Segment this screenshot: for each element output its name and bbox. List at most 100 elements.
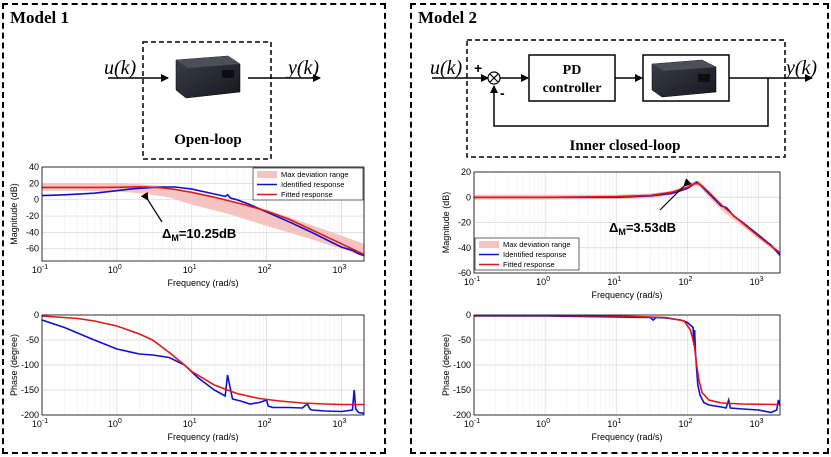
delta-subscript: M <box>171 233 179 243</box>
x-tick-label: 10-1 <box>32 418 48 429</box>
model-1-deviation-annotation: ΔM=10.25dB <box>140 191 236 243</box>
annotation-arrow <box>659 178 692 211</box>
y-tick-label: -200 <box>453 410 471 420</box>
model-1-panel: Model 1 <box>2 3 386 454</box>
annotation-arrow <box>140 191 163 223</box>
plot-frame <box>41 166 365 262</box>
x-tick-label: 101 <box>183 418 197 429</box>
deviation-value: =10.25dB <box>179 226 236 241</box>
legend-swatch-band <box>257 171 277 178</box>
y-tick-label: -50 <box>26 335 39 345</box>
y-tick-label: -150 <box>453 385 471 395</box>
plus-sign: + <box>474 60 482 76</box>
y-axis-label: Phase (degree) <box>441 334 451 396</box>
x-tick-label: 101 <box>607 276 621 287</box>
legend-label: Max deviation range <box>281 170 349 179</box>
max-deviation-band <box>42 183 364 257</box>
x-tick-label: 102 <box>258 418 272 429</box>
delta-symbol: Δ <box>162 226 171 241</box>
annotation-text: ΔM=3.53dB <box>609 220 676 237</box>
inner-closed-loop-caption: Inner closed-loop <box>570 138 681 154</box>
input-signal-label: u(k) <box>104 57 137 79</box>
y-axis-label: Phase (degree) <box>9 334 19 396</box>
legend-label: Identified response <box>281 180 344 189</box>
y-tick-label: 0 <box>34 310 39 320</box>
device-image <box>651 59 717 98</box>
x-axis-label: Frequency (rad/s) <box>591 432 662 442</box>
x-tick-label: 10-1 <box>464 276 480 287</box>
y-axis-label: Magnitude (dB) <box>441 192 451 254</box>
legend-label: Fitted response <box>503 260 555 269</box>
fitted-response-line <box>42 185 364 256</box>
y-tick-label: -40 <box>458 243 471 253</box>
model-1-magnitude-chart: 40 20 0 -20 -40 -60 10-1 100 101 102 103 Frequency … <box>9 162 365 288</box>
delta-subscript: M <box>618 227 626 237</box>
device-image <box>175 55 241 99</box>
y-tick-label: 0 <box>466 192 471 202</box>
panel-title: Model 1 <box>10 8 70 27</box>
y-tick-label: -60 <box>458 268 471 278</box>
deviation-value: =3.53dB <box>626 220 676 235</box>
model-2-deviation-annotation: ΔM=3.53dB <box>609 178 692 237</box>
legend-label: Fitted response <box>281 190 333 199</box>
inner-loop-box <box>466 39 786 158</box>
x-tick-label: 10-1 <box>32 264 48 275</box>
delta-symbol: Δ <box>609 220 618 235</box>
x-tick-label: 102 <box>678 276 692 287</box>
open-loop-caption: Open-loop <box>174 132 242 148</box>
open-loop-box <box>142 41 272 160</box>
input-signal-label: u(k) <box>430 57 463 79</box>
x-tick-label: 103 <box>750 418 764 429</box>
y-tick-label: 20 <box>29 178 39 188</box>
x-tick-label: 100 <box>536 276 550 287</box>
y-tick-label: -50 <box>458 335 471 345</box>
annotation-text: ΔM=10.25dB <box>162 226 236 243</box>
y-tick-label: -150 <box>21 385 39 395</box>
y-axis-label: Magnitude (dB) <box>9 183 19 245</box>
minus-sign: - <box>500 85 505 101</box>
x-tick-label: 103 <box>750 276 764 287</box>
x-tick-label: 101 <box>607 418 621 429</box>
x-tick-label: 102 <box>258 264 272 275</box>
legend-label: Identified response <box>503 250 566 259</box>
x-tick-label: 101 <box>183 264 197 275</box>
fitted-response-line <box>474 315 780 406</box>
pd-label: PD <box>563 63 582 78</box>
x-tick-label: 103 <box>333 418 347 429</box>
x-tick-label: 102 <box>678 418 692 429</box>
y-tick-label: 40 <box>29 162 39 172</box>
x-tick-label: 103 <box>333 264 347 275</box>
identified-response-line <box>42 186 364 257</box>
y-tick-label: 0 <box>466 310 471 320</box>
model-1-block-diagram: u(k) y(k) Open-loop <box>104 41 321 160</box>
x-tick-label: 100 <box>536 418 550 429</box>
output-signal-label: y(k) <box>784 57 817 79</box>
controller-label: controller <box>543 81 602 96</box>
summing-junction <box>487 71 501 85</box>
fitted-response-line <box>42 315 364 406</box>
fitted-response-line <box>474 182 780 254</box>
feedback-path <box>490 78 769 127</box>
plot-frame <box>473 314 781 416</box>
y-tick-label: -40 <box>26 227 39 237</box>
x-tick-label: 100 <box>108 264 122 275</box>
x-tick-label: 100 <box>108 418 122 429</box>
x-tick-label: 10-1 <box>464 418 480 429</box>
identified-response-line <box>42 319 364 415</box>
y-tick-label: 20 <box>461 167 471 177</box>
y-tick-label: -60 <box>26 244 39 254</box>
model-2-panel: Model 2 <box>410 3 829 454</box>
y-tick-label: -100 <box>21 360 39 370</box>
panel-title: Model 2 <box>418 8 478 27</box>
x-axis-label: Frequency (rad/s) <box>167 278 238 288</box>
identified-response-line <box>474 315 780 414</box>
plot-frame <box>41 314 365 416</box>
max-deviation-band <box>474 180 780 256</box>
x-axis-label: Frequency (rad/s) <box>167 432 238 442</box>
